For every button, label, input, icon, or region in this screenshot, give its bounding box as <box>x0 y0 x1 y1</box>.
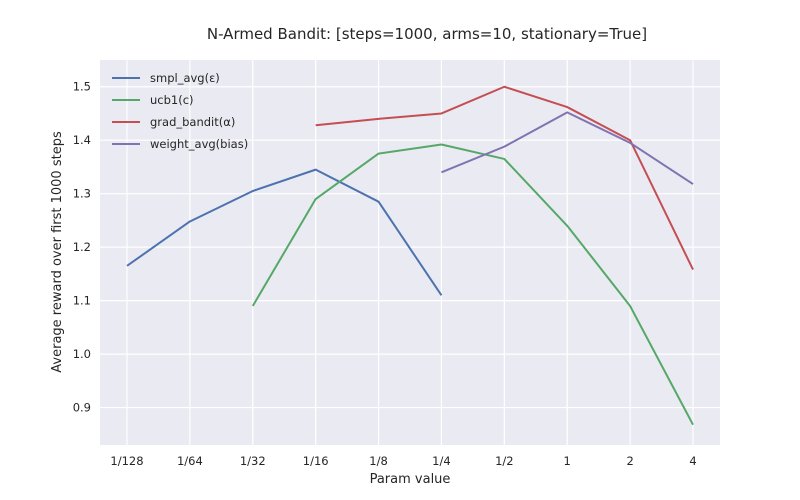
series-lines <box>126 85 694 426</box>
x-tick-label: 4 <box>689 454 696 468</box>
x-tick-label: 2 <box>626 454 633 468</box>
x-tick-label: 1/2 <box>495 454 514 468</box>
y-tick-label: 0.9 <box>73 401 91 415</box>
chart-title: N-Armed Bandit: [steps=1000, arms=10, st… <box>207 25 647 43</box>
plot-background <box>100 60 720 445</box>
y-tick-label: 1.5 <box>73 80 91 94</box>
x-tick-label: 1 <box>564 454 571 468</box>
tick-labels: 1/128 1/64 1/32 1/16 1/8 1/4 1/2 1 2 4 0.9 1.0 1.1 1.… <box>73 80 697 468</box>
x-tick-label: 1/8 <box>369 454 388 468</box>
y-axis-label: Average reward over first 1000 steps <box>50 131 65 373</box>
series-line-0 <box>126 168 443 296</box>
legend-label: smpl_avg(ε) <box>150 71 220 85</box>
y-tick-label: 1.0 <box>73 347 91 361</box>
legend: smpl_avg(ε) ucb1(c) grad_bandit(α) weight_a… <box>112 71 248 151</box>
series-line-2 <box>315 85 694 271</box>
legend-label: grad_bandit(α) <box>150 115 235 129</box>
y-tick-label: 1.3 <box>73 187 91 201</box>
x-tick-label: 1/32 <box>240 454 266 468</box>
series-line-1 <box>251 143 694 426</box>
y-tick-label: 1.1 <box>73 294 91 308</box>
legend-label: ucb1(c) <box>150 93 194 107</box>
x-tick-label: 1/4 <box>432 454 451 468</box>
x-axis-label: Param value <box>370 472 451 487</box>
legend-label: weight_avg(bias) <box>150 137 248 151</box>
y-tick-label: 1.2 <box>73 240 91 254</box>
y-tick-label: 1.4 <box>73 133 91 147</box>
x-tick-label: 1/16 <box>303 454 329 468</box>
series-line-3 <box>441 111 694 185</box>
x-tick-label: 1/64 <box>177 454 203 468</box>
x-tick-label: 1/128 <box>110 454 143 468</box>
